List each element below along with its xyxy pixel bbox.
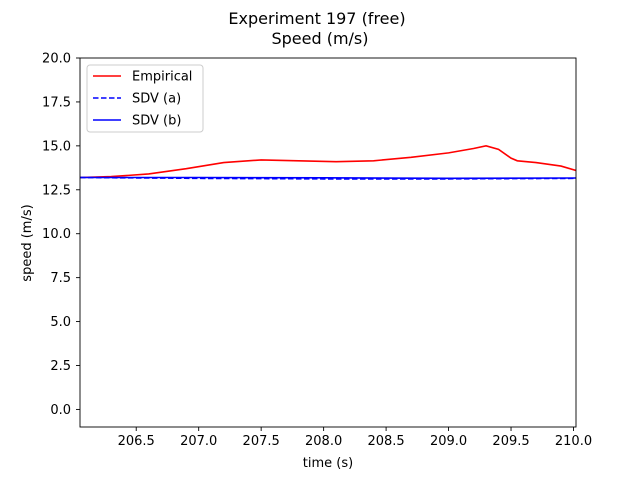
y-tick-label: 20.0 [42,52,71,67]
y-tick-label: 15.0 [42,139,71,154]
y-tick-label: 2.5 [50,359,71,374]
y-tick-label: 0.0 [50,403,71,418]
legend-entry: SDV (a) [132,92,181,107]
x-tick-label: 207.5 [243,434,280,449]
y-axis-label: speed (m/s) [20,204,35,281]
y-tick-label: 17.5 [42,95,71,110]
legend: Empirical SDV (a) SDV (b) [86,64,204,133]
plot-area [80,145,576,180]
x-tick-label: 210.0 [555,434,592,449]
legend-entry: SDV (b) [132,114,181,129]
x-tick-label: 208.0 [305,434,342,449]
x-axis-label: time (s) [303,456,353,471]
x-tick-label: 207.0 [180,434,217,449]
axes-frame [79,57,577,428]
chart-title: Experiment 197 (free) [228,9,405,28]
y-tick-label: 5.0 [50,315,71,330]
x-tick-label: 208.5 [367,434,404,449]
legend-entry: Empirical [132,70,192,85]
y-tick-label: 10.0 [42,227,71,242]
legend-box [86,64,204,133]
series-line-sdv-b [80,176,576,180]
y-tick-label: 12.5 [42,183,71,198]
x-tick-label: 209.0 [430,434,467,449]
y-tick-label: 7.5 [50,271,71,286]
x-tick-label: 206.5 [118,434,155,449]
x-tick-label: 209.5 [492,434,529,449]
series-line-empirical [80,145,576,179]
chart-subtitle: Speed (m/s) [271,29,368,48]
